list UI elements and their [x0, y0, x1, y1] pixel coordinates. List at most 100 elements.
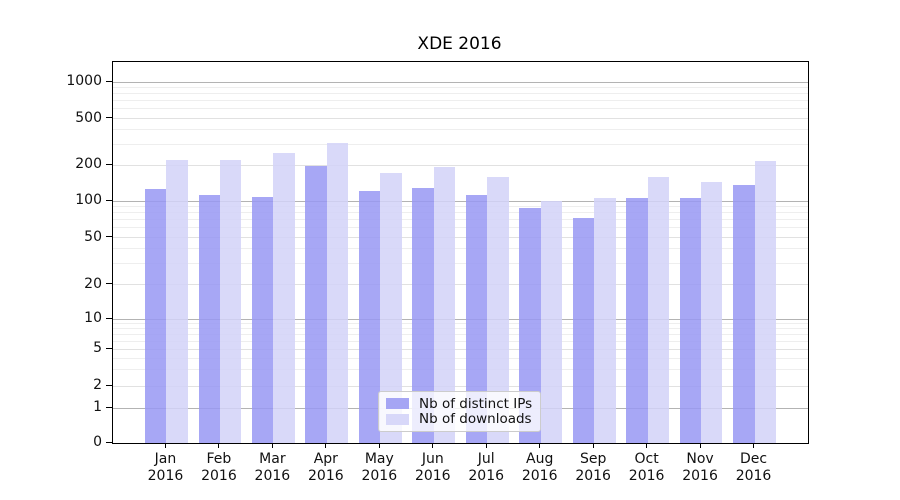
x-axis-tick-mark [592, 443, 594, 448]
y-axis-tick-mark [106, 80, 112, 82]
gridline [113, 129, 808, 131]
y-axis-tick-label: 50 [84, 228, 102, 245]
x-axis-tick-mark [271, 443, 273, 448]
y-axis-tick-mark [106, 283, 112, 284]
legend-item-downloads: Nb of downloads [386, 411, 532, 428]
bar-distinct-ips [572, 218, 595, 443]
bar-downloads [701, 182, 723, 443]
bar-distinct-ips [358, 191, 381, 443]
bar-downloads [594, 197, 616, 443]
x-axis-tick-label: Aug 2016 [513, 451, 567, 485]
x-axis-tick-mark [432, 443, 434, 448]
x-axis-tick-year: 2016 [414, 468, 451, 484]
bar-downloads [754, 161, 776, 443]
gridline [113, 357, 808, 359]
gridline [113, 143, 808, 145]
bar-distinct-ips [626, 197, 648, 443]
gridline [113, 263, 808, 265]
gridline [113, 219, 808, 221]
x-axis-tick-mark [378, 443, 380, 448]
x-axis-tick-year: 2016 [575, 468, 611, 484]
x-axis-tick-year: 2016 [147, 468, 184, 484]
legend-swatch-distinct-ips [386, 398, 409, 410]
gridline [113, 206, 808, 208]
x-axis-tick-year: 2016 [628, 468, 665, 484]
x-axis-tick-label: Jun 2016 [406, 451, 460, 485]
x-axis-tick-month: Jan [154, 451, 177, 467]
x-axis-tick-label: Nov 2016 [673, 451, 727, 485]
x-axis-tick-mark [485, 443, 487, 448]
gridline [113, 93, 808, 95]
gridline [113, 164, 808, 166]
x-axis-tick-month: May [364, 451, 394, 467]
bar-distinct-ips [733, 184, 755, 443]
x-axis-tick-mark [218, 443, 220, 448]
y-axis-tick-mark [106, 317, 112, 319]
y-axis-tick-mark [106, 441, 112, 443]
x-axis-tick-year: 2016 [201, 468, 237, 484]
x-axis-tick-month: Dec [739, 451, 768, 467]
y-axis-tick-label: 0 [93, 434, 102, 450]
y-axis-tick-label: 2 [93, 377, 102, 393]
gridline [113, 323, 808, 325]
x-axis-tick-label: Jul 2016 [459, 451, 513, 485]
bar-downloads [166, 160, 188, 443]
legend: Nb of distinct IPs Nb of downloads [378, 391, 541, 432]
y-axis-tick-label: 200 [75, 156, 102, 172]
x-axis-tick-mark [539, 443, 541, 448]
x-axis-tick-month: Apr [313, 451, 338, 467]
x-axis-tick-label: May 2016 [352, 451, 406, 485]
gridline [113, 340, 808, 342]
y-axis-tick-mark [106, 347, 112, 349]
x-axis-tick-month: Aug [526, 451, 554, 467]
legend-label-downloads: Nb of downloads [419, 411, 532, 428]
x-axis-tick-year: 2016 [735, 468, 772, 484]
bar-downloads [273, 153, 295, 443]
bar-distinct-ips [679, 198, 702, 443]
legend-label-distinct-ips: Nb of distinct IPs [419, 395, 533, 412]
x-axis-tick-year: 2016 [682, 468, 718, 484]
x-axis-tick-year: 2016 [361, 468, 398, 484]
y-axis-tick-label: 100 [75, 192, 102, 208]
bar-distinct-ips [251, 196, 274, 443]
x-axis-tick-mark [164, 443, 166, 448]
gridline [113, 284, 808, 285]
legend-item-distinct-ips: Nb of distinct IPs [386, 395, 533, 412]
gridline [113, 87, 808, 89]
x-axis-tick-label: Feb 2016 [192, 451, 246, 485]
x-axis-tick-mark [699, 443, 701, 448]
y-axis-tick-mark [106, 236, 112, 237]
x-axis-tick-label: Sep 2016 [566, 451, 620, 485]
gridline [113, 333, 808, 335]
gridline [113, 318, 808, 320]
bar-distinct-ips [198, 194, 220, 443]
x-axis-tick-month: Oct [634, 451, 659, 467]
gridline [113, 212, 808, 214]
gridline [113, 348, 808, 350]
x-axis-tick-mark [753, 443, 755, 448]
bar-distinct-ips [305, 165, 327, 443]
x-axis-tick-month: Feb [206, 451, 232, 467]
gridline [113, 385, 808, 387]
x-axis-tick-label: Dec 2016 [727, 451, 781, 485]
gridline [113, 200, 808, 202]
x-axis-tick-label: Oct 2016 [620, 451, 674, 485]
y-axis-tick-mark [106, 163, 112, 165]
x-axis-tick-year: 2016 [521, 468, 558, 484]
y-axis-tick-mark [106, 406, 112, 408]
y-axis-tick-label: 10 [84, 310, 102, 326]
bar-downloads [487, 177, 509, 443]
x-axis-tick-year: 2016 [468, 468, 505, 484]
gridline [113, 118, 808, 119]
bar-downloads [380, 173, 402, 443]
y-axis-tick-label: 20 [84, 275, 102, 292]
x-axis-tick-month: Jul [477, 451, 495, 467]
x-axis-tick-month: Sep [579, 451, 607, 467]
y-axis-tick-mark [106, 117, 112, 118]
x-axis-tick-year: 2016 [254, 468, 291, 484]
legend-swatch-downloads [386, 413, 409, 425]
gridline [113, 100, 808, 102]
y-axis-tick-mark [106, 199, 112, 201]
x-axis-tick-label: Mar 2016 [245, 451, 299, 485]
